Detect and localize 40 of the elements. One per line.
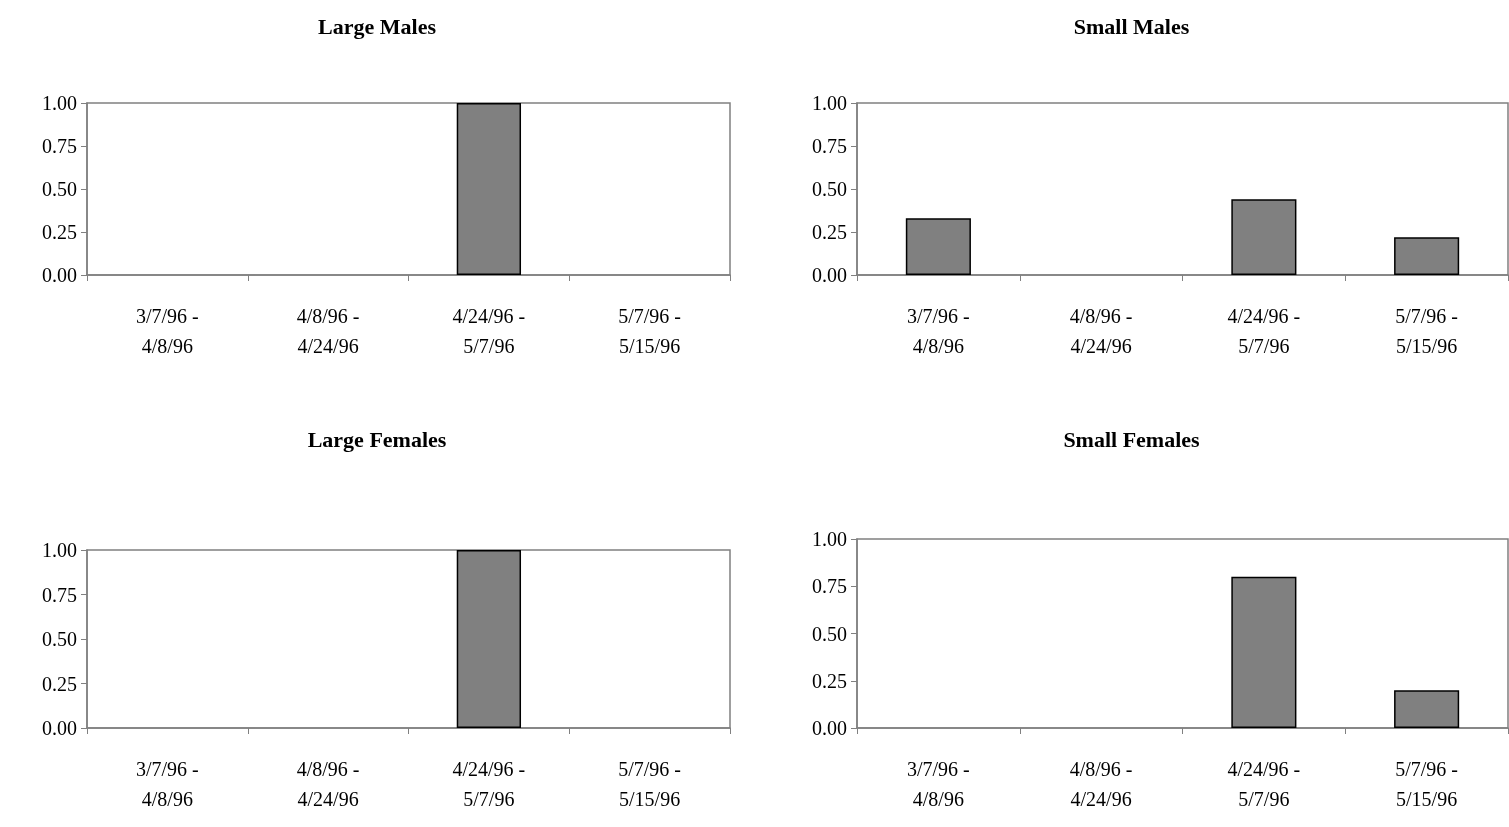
y-tick-label: 0.00 xyxy=(812,264,847,286)
x-tick-label: 3/7/96 - 4/8/96 xyxy=(135,305,199,357)
x-tick-label: 4/8/96 - 4/24/96 xyxy=(296,758,360,810)
x-tick-label: 5/7/96 - 5/15/96 xyxy=(618,305,682,357)
x-tick-label: 4/8/96 - 4/24/96 xyxy=(1069,305,1133,357)
x-tick-label: 4/24/96 - 5/7/96 xyxy=(452,305,526,357)
y-tick-label: 0.75 xyxy=(42,135,77,157)
x-tick-label: 3/7/96 - 4/8/96 xyxy=(135,758,199,810)
y-tick-label: 0.50 xyxy=(812,178,847,200)
y-tick-label: 0.25 xyxy=(42,672,77,695)
y-tick-label: 0.50 xyxy=(812,622,847,645)
y-tick-label: 0.75 xyxy=(812,575,847,598)
y-tick-label: 1.00 xyxy=(812,528,847,550)
y-tick-label: 1.00 xyxy=(42,92,77,114)
y-tick-label: 1.00 xyxy=(812,92,847,114)
chart-title: Large Males xyxy=(318,13,437,39)
y-tick-label: 1.00 xyxy=(42,539,77,561)
chart-title: Small Males xyxy=(1073,13,1190,39)
x-tick-label: 5/7/96 - 5/15/96 xyxy=(1395,305,1459,357)
x-tick-label: 5/7/96 - 5/15/96 xyxy=(618,758,682,810)
x-tick-label: 4/8/96 - 4/24/96 xyxy=(1069,758,1133,810)
y-tick-label: 0.50 xyxy=(42,628,77,650)
chart-title: Large Females xyxy=(307,426,447,452)
y-tick-label: 0.25 xyxy=(812,221,847,243)
x-tick-label: 3/7/96 - 4/8/96 xyxy=(906,305,970,357)
y-tick-label: 0.00 xyxy=(42,717,77,739)
y-tick-label: 0.25 xyxy=(812,669,847,692)
x-tick-label: 5/7/96 - 5/15/96 xyxy=(1395,758,1459,810)
chart-title: Small Females xyxy=(1063,426,1201,452)
x-tick-label: 4/24/96 - 5/7/96 xyxy=(452,758,526,810)
x-tick-label: 4/24/96 - 5/7/96 xyxy=(1227,305,1301,357)
y-tick-label: 0.00 xyxy=(812,717,847,739)
x-tick-label: 4/24/96 - 5/7/96 xyxy=(1227,758,1301,810)
y-tick-label: 0.00 xyxy=(42,264,77,286)
y-tick-label: 0.50 xyxy=(42,178,77,200)
x-tick-label: 4/8/96 - 4/24/96 xyxy=(296,305,360,357)
y-tick-label: 0.25 xyxy=(42,221,77,243)
x-tick-label: 3/7/96 - 4/8/96 xyxy=(906,758,970,810)
y-tick-label: 0.75 xyxy=(42,583,77,606)
y-tick-label: 0.75 xyxy=(812,135,847,157)
